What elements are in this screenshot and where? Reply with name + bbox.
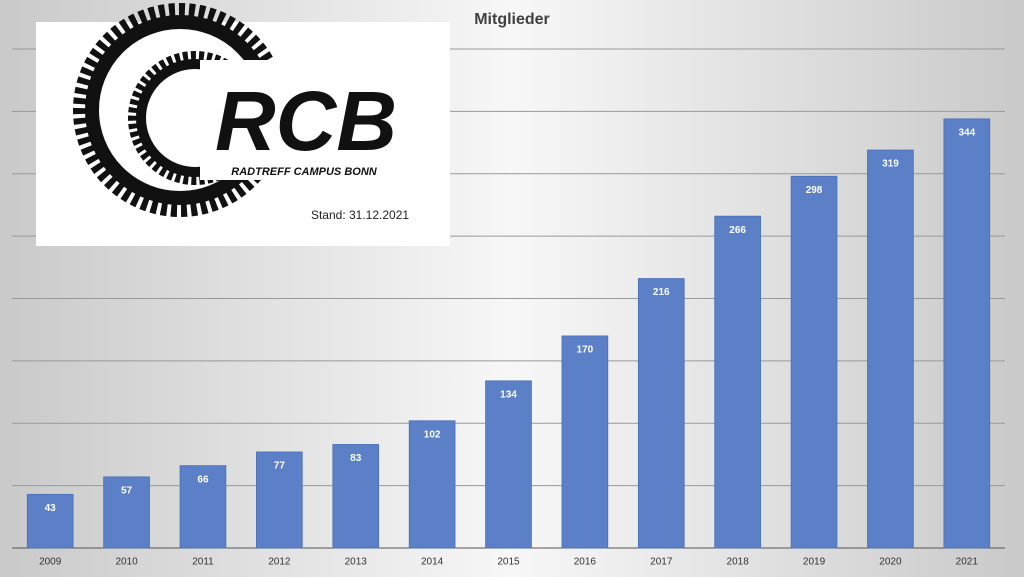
x-tick-label: 2013 [345, 557, 368, 568]
x-tick-label: 2019 [803, 557, 826, 568]
bar [179, 465, 227, 549]
annotation: Stand: 31.12.2021 [311, 208, 409, 222]
bar [332, 444, 380, 549]
data-label: 344 [958, 128, 975, 139]
x-tick-label: 2011 [192, 557, 214, 568]
data-label: 170 [577, 345, 594, 356]
bar [867, 149, 914, 549]
x-tick-label: 2014 [421, 557, 444, 568]
data-label: 319 [882, 159, 899, 170]
bar [790, 175, 838, 549]
logo-subtext: RADTREFF CAMPUS BONN [231, 166, 377, 178]
data-label: 298 [806, 185, 823, 196]
data-label: 216 [653, 287, 670, 298]
bar [943, 118, 991, 549]
logo-mask [200, 60, 430, 180]
bar [256, 451, 303, 549]
x-tick-label: 2017 [650, 557, 673, 568]
x-tick-label: 2018 [727, 557, 750, 568]
data-label: 66 [197, 474, 209, 485]
x-tick-label: 2015 [497, 557, 520, 568]
x-tick-label: 2016 [574, 557, 597, 568]
bar [637, 278, 685, 549]
data-label: 102 [424, 429, 441, 440]
logo-box: RCB RADTREFF CAMPUS BONN Stand: 31.12.20… [36, 3, 450, 246]
x-tick-label: 2010 [115, 557, 138, 568]
data-label: 266 [729, 225, 746, 236]
data-label: 83 [350, 453, 362, 464]
data-label: 134 [500, 389, 517, 400]
bar [485, 380, 532, 549]
x-tick-label: 2020 [879, 557, 902, 568]
bar [408, 420, 456, 549]
data-label: 57 [121, 486, 133, 497]
data-label: 77 [274, 461, 286, 472]
bar [103, 476, 150, 549]
bars: 2009 43 2010 57 2011 66 2012 77 2013 83 2014 102 201… [26, 118, 991, 568]
x-tick-label: 2012 [268, 557, 291, 568]
bar [26, 493, 74, 549]
bar [561, 335, 609, 549]
bar [714, 215, 761, 549]
x-tick-label: 2021 [956, 557, 979, 568]
chart-title: Mitglieder [474, 11, 550, 28]
logo-text: RCB [215, 74, 397, 168]
data-label: 43 [45, 503, 57, 514]
x-tick-label: 2009 [39, 557, 62, 568]
